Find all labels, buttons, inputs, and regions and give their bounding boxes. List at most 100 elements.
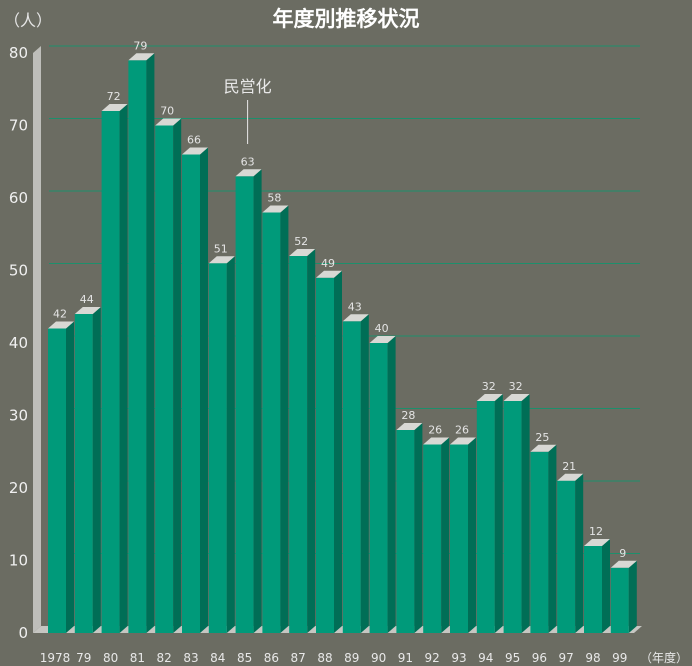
bar-value-label: 42 [53,308,67,321]
y-axis-unit-label: （人） [4,11,52,30]
x-tick-label: 88 [317,651,332,665]
y-tick-label: 50 [9,262,28,280]
bar-side [414,423,423,633]
bar-front [316,277,334,633]
bar-side [307,249,316,633]
bar [48,321,74,633]
x-tick-label: 84 [210,651,225,665]
y-tick-label: 60 [9,189,28,207]
bar-top [584,539,610,546]
bar-front [450,444,468,633]
bar-front [610,567,629,633]
bar-value-label: 79 [133,39,147,52]
bar-top [530,444,557,452]
annotation-text: 民営化 [224,77,272,96]
bar-value-label: 21 [562,460,576,473]
bar-front [74,314,93,633]
bar-top [557,473,584,481]
y-tick-label: 10 [9,552,28,570]
bar-side [253,169,262,633]
y-tick-labels: 0 10 20 30 40 50 60 70 80 [9,44,28,642]
value-labels: 42 44 72 79 70 66 51 63 58 52 49 43 40 28 26 26 32 32 25 21… [53,39,626,560]
x-tick-label: 79 [76,651,91,665]
y-tick-label: 30 [9,407,28,425]
y-tick-label: 0 [18,624,28,642]
bar [396,423,423,633]
x-tick-label: 96 [532,651,547,665]
bar-side [280,205,289,633]
bar-side [119,104,128,633]
bar-front [584,546,602,633]
bar-top [208,256,235,264]
bar [584,539,610,633]
bar-side [602,539,610,633]
x-tick-label: 82 [157,651,172,665]
bar-top [235,169,262,177]
bar [476,394,503,633]
bar [423,437,450,633]
x-tick-label: 99 [612,651,627,665]
y-tick-label: 40 [9,334,28,352]
y-axis-wall [33,46,41,633]
bar-top [182,147,208,155]
bar-top [476,394,503,401]
bar-top [262,205,289,213]
bar-front [155,125,174,633]
bar-front [396,430,415,633]
bar [289,249,316,633]
bar-side [146,53,155,633]
bar-side [494,394,503,633]
x-tick-label: 94 [478,651,493,665]
bar-top [396,423,423,430]
bar-front [128,60,147,633]
bar-value-label: 40 [375,322,389,335]
bar-value-label: 49 [321,257,335,270]
bar-front [369,343,388,633]
bar-top [101,104,128,111]
x-tick-label: 93 [451,651,466,665]
bar-value-label: 58 [267,192,281,205]
bar [182,147,208,633]
x-tick-label: 97 [559,651,574,665]
bar-front [476,401,495,633]
x-tick-label: 98 [585,651,600,665]
bar-front [101,111,120,633]
bar-value-label: 51 [214,242,228,255]
bar-side [173,118,182,633]
bar-front [48,328,66,633]
bar-value-label: 12 [589,525,603,538]
bar-value-label: 63 [241,155,255,168]
bar-value-label: 70 [160,105,174,118]
x-tick-label: 89 [344,651,359,665]
bar-side [226,256,235,633]
bar [530,444,557,633]
bar [208,256,235,633]
bar-top [316,270,342,278]
bar [369,336,396,633]
bar-side [468,437,476,633]
x-tick-label: 90 [371,651,386,665]
x-axis-unit-label: （年度） [640,650,688,665]
x-tick-label: 87 [291,651,306,665]
bar-value-label: 43 [348,300,362,313]
bar-front [235,176,254,633]
bar [316,270,342,633]
bar-top [289,249,316,256]
bar-front [342,321,361,633]
bar-top [423,437,450,445]
bar-side [387,336,396,633]
bar [610,560,637,633]
bar-top [342,314,369,322]
bar-side [521,394,530,633]
x-tick-label: 91 [398,651,413,665]
bar-side [441,437,450,633]
bar [101,104,128,633]
bar-value-label: 32 [509,380,523,393]
bars [48,53,637,633]
bar-front [182,154,200,633]
chart-title: 年度別推移状況 [273,7,420,31]
bar-side [548,444,557,633]
bar [262,205,289,633]
